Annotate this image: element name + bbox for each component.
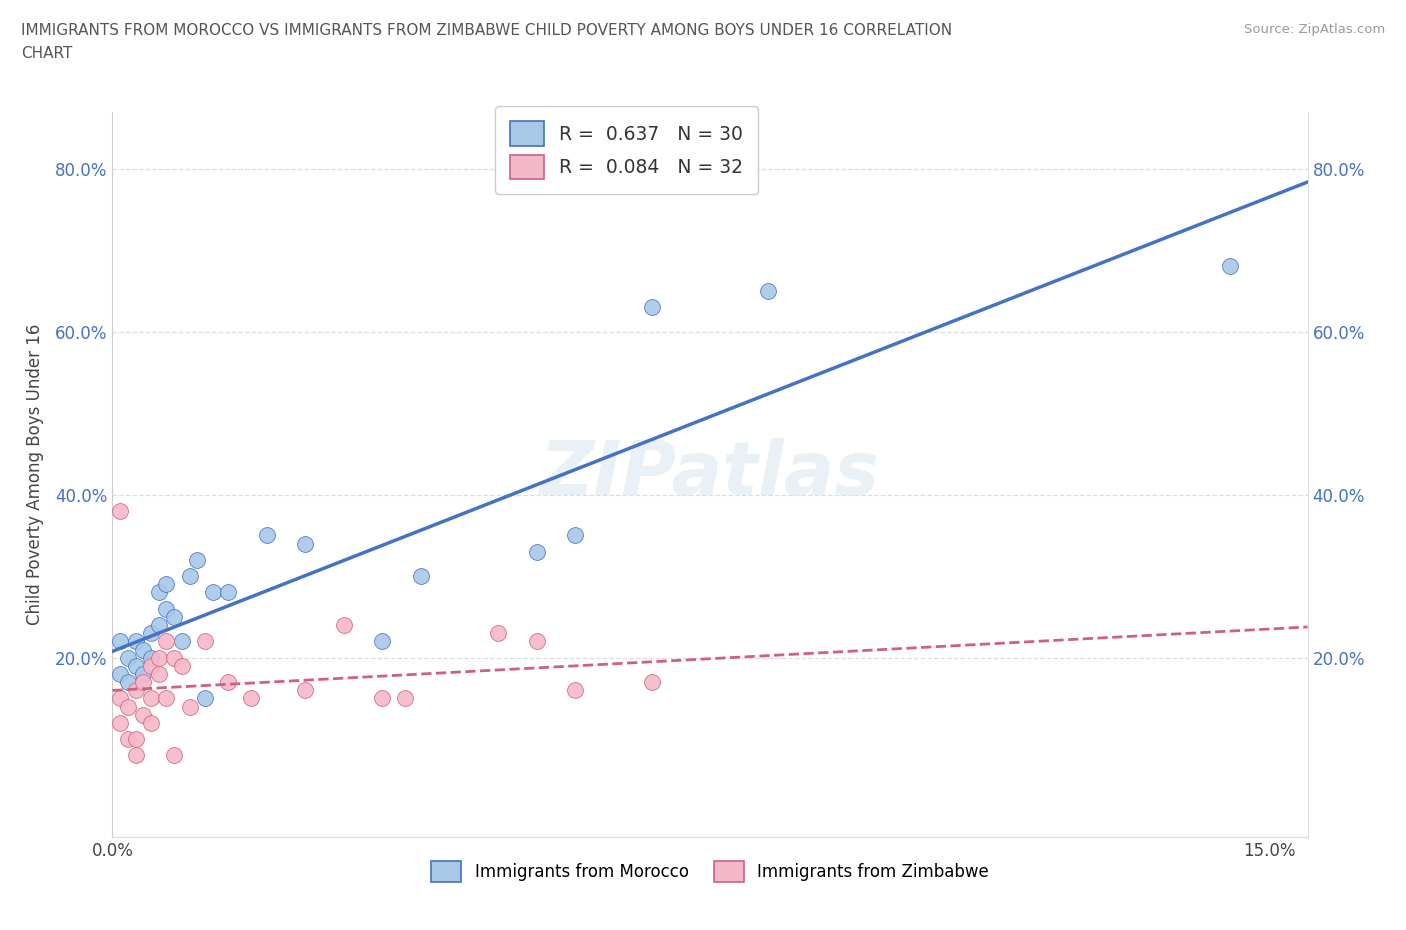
Point xyxy=(117,650,139,665)
Point xyxy=(108,503,131,518)
Text: ZIPatlas: ZIPatlas xyxy=(540,438,880,511)
Point xyxy=(486,626,509,641)
Point xyxy=(641,674,664,689)
Point xyxy=(155,691,177,706)
Point xyxy=(124,634,146,649)
Point xyxy=(371,634,394,649)
Point xyxy=(139,650,162,665)
Point xyxy=(163,748,186,763)
Point xyxy=(294,536,316,551)
Point xyxy=(148,618,170,632)
Point xyxy=(170,658,193,673)
Point xyxy=(371,691,394,706)
Point xyxy=(155,577,177,591)
Point xyxy=(201,585,224,600)
Point xyxy=(194,691,217,706)
Point xyxy=(526,634,548,649)
Point xyxy=(179,699,201,714)
Y-axis label: Child Poverty Among Boys Under 16: Child Poverty Among Boys Under 16 xyxy=(25,324,44,625)
Point xyxy=(139,626,162,641)
Text: CHART: CHART xyxy=(21,46,73,61)
Point xyxy=(163,650,186,665)
Point xyxy=(124,683,146,698)
Point xyxy=(132,642,155,657)
Point xyxy=(117,674,139,689)
Point xyxy=(186,552,208,567)
Point xyxy=(108,715,131,730)
Point xyxy=(170,634,193,649)
Point xyxy=(148,650,170,665)
Point xyxy=(117,699,139,714)
Point xyxy=(179,569,201,584)
Point xyxy=(333,618,356,632)
Point xyxy=(108,691,131,706)
Point xyxy=(117,732,139,747)
Point xyxy=(108,667,131,682)
Point xyxy=(132,667,155,682)
Point xyxy=(564,683,586,698)
Point xyxy=(124,748,146,763)
Point xyxy=(163,609,186,624)
Point xyxy=(124,658,146,673)
Point xyxy=(409,569,432,584)
Point xyxy=(155,602,177,617)
Legend: R =  0.637   N = 30, R =  0.084   N = 32: R = 0.637 N = 30, R = 0.084 N = 32 xyxy=(495,106,758,194)
Point xyxy=(139,715,162,730)
Point xyxy=(148,667,170,682)
Point xyxy=(526,544,548,559)
Point xyxy=(217,674,239,689)
Text: IMMIGRANTS FROM MOROCCO VS IMMIGRANTS FROM ZIMBABWE CHILD POVERTY AMONG BOYS UND: IMMIGRANTS FROM MOROCCO VS IMMIGRANTS FR… xyxy=(21,23,952,38)
Point xyxy=(139,658,162,673)
Point xyxy=(108,634,131,649)
Point xyxy=(756,284,779,299)
Text: Source: ZipAtlas.com: Source: ZipAtlas.com xyxy=(1244,23,1385,36)
Point xyxy=(148,585,170,600)
Point xyxy=(124,732,146,747)
Point xyxy=(139,691,162,706)
Point xyxy=(1219,259,1241,274)
Point xyxy=(132,708,155,723)
Point xyxy=(132,674,155,689)
Point xyxy=(394,691,416,706)
Point xyxy=(194,634,217,649)
Point xyxy=(294,683,316,698)
Point xyxy=(240,691,263,706)
Point xyxy=(256,528,278,543)
Point xyxy=(217,585,239,600)
Point xyxy=(641,299,664,314)
Point xyxy=(564,528,586,543)
Point xyxy=(155,634,177,649)
